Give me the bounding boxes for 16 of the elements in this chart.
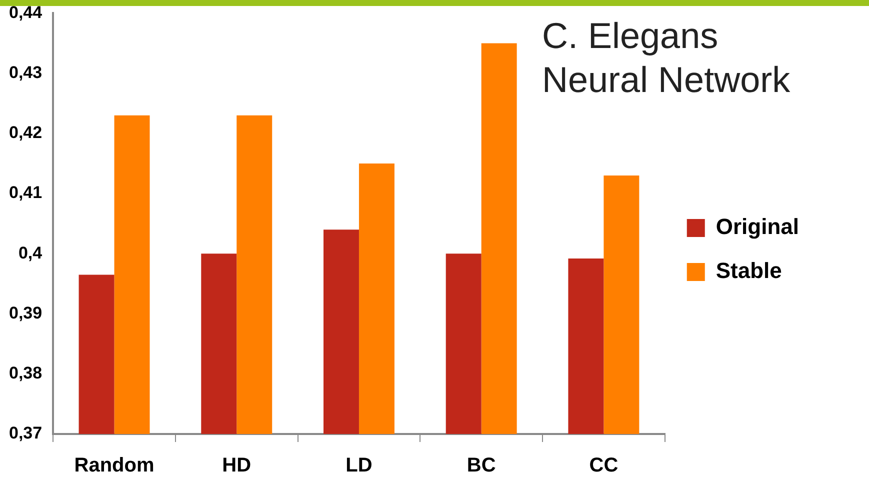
- y-tick-label: 0,4: [18, 243, 43, 262]
- y-tick-label: 0,41: [8, 183, 42, 202]
- x-tick-label: Random: [74, 454, 154, 477]
- x-tick-label: BC: [466, 454, 496, 477]
- legend-label: Stable: [716, 258, 782, 284]
- y-tick-label: 0,39: [8, 303, 42, 322]
- x-tick-label: LD: [346, 454, 372, 477]
- legend-label: Original: [716, 214, 799, 240]
- y-tick-label: 0,43: [8, 63, 42, 82]
- y-tick-label: 0,44: [8, 2, 43, 22]
- y-tick-label: 0,38: [8, 364, 42, 383]
- x-tick-label: CC: [589, 454, 618, 477]
- y-tick-label: 0,37: [8, 424, 42, 443]
- x-tick-label: HD: [222, 454, 252, 477]
- text: C. Elegans Neural Network: [542, 14, 790, 102]
- y-tick-label: 0,42: [8, 123, 42, 142]
